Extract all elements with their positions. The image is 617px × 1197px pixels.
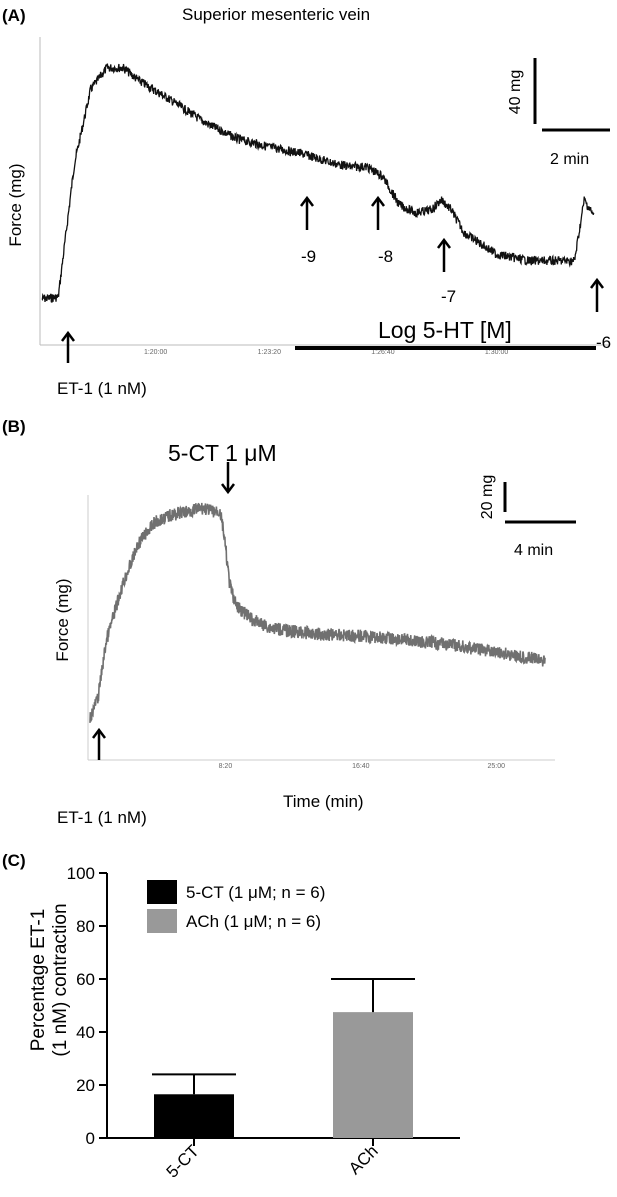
legend-label-ach: ACh (1 μM; n = 6) (186, 912, 321, 931)
legend-swatch-5ct (147, 880, 177, 904)
panel-a-stimulus-arrow (61, 330, 75, 363)
panel-b-stimulus-label: ET-1 (1 nM) (57, 808, 147, 827)
panel-b-time-tick-3: 25:00 (487, 763, 505, 770)
panel-c-ylabel-line-2: (1 nM) contraction (50, 903, 71, 1056)
bar-ach (333, 1012, 413, 1138)
panel-b-stimulus-arrow-head (92, 727, 106, 739)
panel-a-time-tick-2: 1:23:20 (258, 349, 281, 356)
panel-a-dose-label-4: -6 (596, 333, 611, 352)
panel-a-plot: 1:20:00 1:23:20 1:26:40 1:30:00 (39, 37, 610, 356)
panel-a-dose-arrow-1-head (300, 195, 314, 207)
panel-a-title: Superior mesenteric vein (182, 5, 370, 24)
panel-c-legend: 5-CT (1 μM; n = 6) ACh (1 μM; n = 6) (147, 880, 325, 933)
panel-b-drug-arrow (221, 462, 235, 495)
panel-a-dose-arrow-2-head (371, 195, 385, 207)
panel-a-time-tick-1: 1:20:00 (144, 349, 167, 356)
panel-c-ytick-label-80: 80 (76, 917, 95, 936)
panel-a-dose-arrow-3 (437, 237, 451, 272)
panel-a-time-tick-3: 1:26:40 (371, 349, 394, 356)
panel-a-dose-label-3: -7 (441, 287, 456, 306)
legend-swatch-ach (147, 909, 177, 933)
panel-b-drug-arrow-head (221, 483, 235, 495)
bar-5-ct (154, 1094, 234, 1138)
panel-a-dose-arrow-2 (371, 195, 385, 230)
panel-b-plot: 8:20 16:40 25:00 (87, 495, 555, 770)
panel-a-stimulus-label: ET-1 (1 nM) (57, 379, 147, 398)
panel-c-ylabel-line-1: Percentage ET-1 (28, 909, 49, 1052)
panel-a-time-scale-label: 2 min (550, 151, 589, 168)
panel-b-force-scale-label: 20 mg (479, 475, 496, 519)
panel-a-label: (A) (2, 6, 26, 25)
panel-a-dose-arrow-3-head (437, 237, 451, 249)
panel-b-scale-bar: 20 mg 4 min (479, 475, 576, 559)
panel-b-label: (B) (2, 417, 26, 436)
panel-a-stimulus-arrow-head (61, 330, 75, 342)
panel-c-ytick-label-20: 20 (76, 1076, 95, 1095)
panel-b-time-tick-2: 16:40 (352, 763, 370, 770)
panel-b-xlabel: Time (min) (283, 792, 364, 811)
panel-c-ytick-label-0: 0 (86, 1129, 95, 1148)
panel-b-trace (89, 502, 546, 723)
panel-b-ylabel: Force (mg) (53, 578, 72, 661)
panel-a-scale-bar: 40 mg 2 min (507, 58, 610, 168)
panel-b-time-scale-label: 4 min (514, 542, 553, 559)
panel-c-ytick-label-60: 60 (76, 970, 95, 989)
panel-c-xtick-label-5-ct: 5-CT (163, 1141, 203, 1181)
panel-c-ytick-label-40: 40 (76, 1023, 95, 1042)
panel-b-time-tick-1: 8:20 (219, 763, 233, 770)
panel-a-dose-label-2: -8 (378, 247, 393, 266)
panel-a-dose-label-1: -9 (301, 247, 316, 266)
panel-b-drug-label: 5-CT 1 μM (168, 440, 277, 466)
panel-b-stimulus-arrow (92, 727, 106, 760)
panel-a-dose-arrow-4-head (590, 277, 604, 289)
panel-c-xtick-label-ach: ACh (345, 1141, 382, 1178)
panel-c-label: (C) (2, 851, 26, 870)
panel-a-force-scale-label: 40 mg (507, 70, 524, 114)
panel-a-ylabel: Force (mg) (6, 163, 25, 246)
panel-c-ytick-label-100: 100 (67, 864, 95, 883)
panel-a-time-tick-4: 1:30:00 (485, 349, 508, 356)
panel-a-trace (41, 63, 595, 303)
panel-a-dose-arrow-1 (300, 195, 314, 230)
panel-a-dose-arrow-4 (590, 277, 604, 312)
panel-a-drug-label: Log 5-HT [M] (378, 317, 512, 343)
legend-label-5ct: 5-CT (1 μM; n = 6) (186, 883, 325, 902)
